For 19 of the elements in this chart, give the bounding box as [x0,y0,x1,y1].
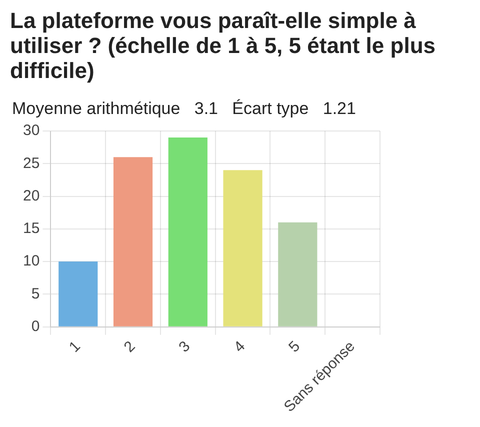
y-tick-label: 30 [22,122,40,140]
bar [58,262,98,326]
bar [168,138,208,326]
chart-title: La plateforme vous paraît-elle simple à utiliser ? (échelle de 1 à 5, 5 étant le plus difficile) [10,8,436,83]
y-tick-label: 20 [22,187,40,204]
x-tick-label: 4 [230,338,249,356]
x-tick-label: 5 [286,338,304,356]
y-tick-label: 5 [31,285,40,302]
x-tick-label: 1 [66,338,84,356]
x-tick-label: 3 [176,338,194,356]
x-tick-label: 2 [120,338,139,356]
y-tick-label: 25 [22,154,40,172]
y-tick-label: 10 [22,252,40,270]
y-tick-label: 15 [22,220,40,238]
bar [223,170,262,326]
bar [113,157,153,326]
chart-subtitle: Moyenne arithmétique 3.1 Écart type 1.21 [12,99,357,119]
y-tick-label: 0 [31,318,40,335]
bar [278,222,318,326]
